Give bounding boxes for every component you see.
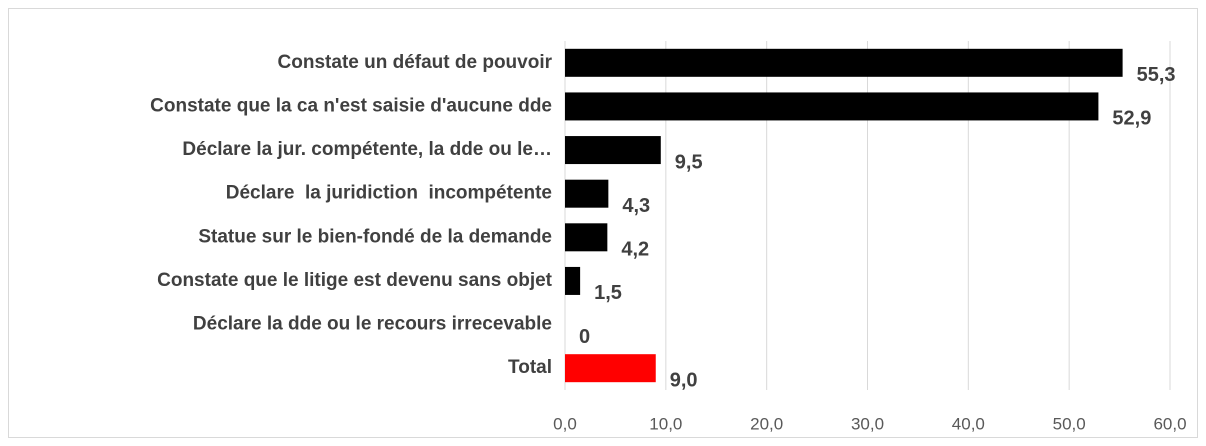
value-label: 52,9 <box>1112 108 1151 130</box>
value-label: 9,0 <box>670 369 698 391</box>
category-label: Statue sur le bien-fondé de la demande <box>198 226 552 247</box>
x-tick-label: 50,0 <box>1053 414 1086 433</box>
x-tick-label: 10,0 <box>649 414 682 433</box>
value-label: 4,3 <box>622 195 650 217</box>
bar <box>565 179 609 208</box>
bar <box>565 266 581 295</box>
category-label: Déclare la juridiction incompétente <box>226 183 552 204</box>
value-label: 55,3 <box>1137 64 1176 86</box>
x-tick-label: 20,0 <box>750 414 783 433</box>
value-label: 4,2 <box>621 239 649 261</box>
value-label: 0 <box>579 326 590 348</box>
bar <box>565 354 656 383</box>
category-label: Constate un défaut de pouvoir <box>278 52 553 73</box>
category-label: Déclare la jur. compétente, la dde ou le… <box>182 139 552 160</box>
bar <box>565 92 1099 121</box>
category-label: Déclare la dde ou le recours irrecevable <box>193 314 552 335</box>
category-label: Total <box>508 357 552 378</box>
category-label: Constate que la ca n'est saisie d'aucune… <box>150 95 552 116</box>
x-tick-label: 40,0 <box>952 414 985 433</box>
value-label: 1,5 <box>594 282 622 304</box>
bar <box>565 48 1123 77</box>
x-tick-label: 60,0 <box>1153 414 1186 433</box>
bar <box>565 136 661 165</box>
bar <box>565 223 608 252</box>
value-label: 9,5 <box>675 151 703 173</box>
x-tick-label: 30,0 <box>851 414 884 433</box>
x-tick-label: 0,0 <box>553 414 577 433</box>
category-label: Constate que le litige est devenu sans o… <box>157 270 553 291</box>
